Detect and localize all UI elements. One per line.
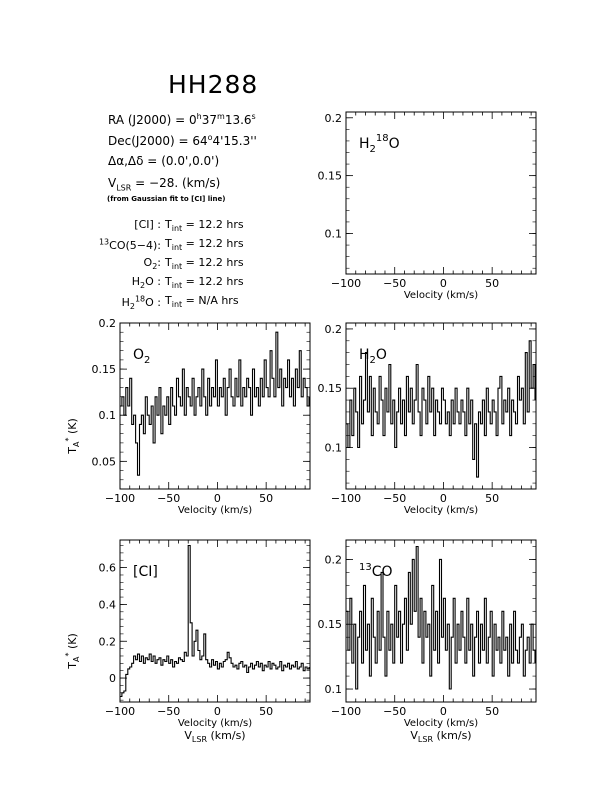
x-tick-label: −50 (383, 492, 406, 505)
line-label: O2 (133, 347, 150, 366)
integration-line-label: [CI] : (134, 218, 161, 231)
line-label: H2O (359, 347, 387, 366)
x-tick-label: −50 (383, 277, 406, 290)
x-axis-label: Velocity (km/s) (404, 505, 478, 516)
offset-label: Δα,Δδ = (108, 154, 158, 168)
x-tick-label: −100 (105, 492, 135, 505)
x-tick-label: 0 (214, 492, 221, 505)
dec-label: Dec(J2000) = (108, 134, 189, 148)
plot-frame (119, 539, 311, 703)
y-tick-label: 0.05 (92, 455, 117, 468)
integration-value: Tint = 12.2 hrs (165, 275, 244, 291)
ra-line: RA (J2000) = 0h37m13.6s (108, 112, 256, 127)
vlsr-line: VLSR = −28. (km/s) (108, 176, 220, 192)
y-tick-label: 0.15 (318, 382, 343, 395)
x-tick-label: 0 (440, 277, 447, 290)
integration-row: O2: (144, 256, 161, 271)
integration-row: H2O : (132, 275, 161, 290)
y-tick-label: 0.15 (92, 363, 117, 376)
x-tick-label: 0 (440, 705, 447, 718)
spectrum-line (346, 545, 536, 690)
x-tick-label: −100 (105, 705, 135, 718)
x-tick-label: 50 (485, 705, 499, 718)
x-tick-label: 50 (485, 492, 499, 505)
integration-row: 13CO(5−4): (99, 237, 161, 252)
x-tick-label: −50 (157, 705, 180, 718)
y-tick-label: 0.15 (318, 618, 343, 631)
y-tick-label: 0.1 (99, 409, 117, 422)
y-tick-label: 0.2 (325, 112, 343, 125)
y-tick-label: 0.2 (99, 317, 117, 330)
vlsr-value: = −28. (km/s) (135, 176, 221, 190)
y-tick-label: 0.4 (99, 598, 117, 611)
vlsr-sub: LSR (116, 183, 132, 193)
x-tick-label: −50 (157, 492, 180, 505)
x-tick-label: −100 (331, 705, 361, 718)
spectrum-line (120, 331, 310, 476)
x-tick-label: −50 (383, 705, 406, 718)
integration-value: Tint = N/A hrs (165, 294, 239, 310)
y-tick-label: 0.1 (325, 228, 343, 241)
vlsr-note: (from Gaussian fit to [CI] line) (107, 195, 226, 203)
dec-rest: 4'15.3'' (212, 134, 257, 148)
x-tick-label: −100 (331, 492, 361, 505)
y-tick-label: 0.15 (318, 170, 343, 183)
y-tick-label: 0 (109, 672, 116, 685)
line-label: 13CO (359, 562, 393, 580)
y-tick-label: 0.2 (325, 323, 343, 336)
x-tick-label: 50 (485, 277, 499, 290)
plot-frame (345, 111, 537, 275)
x-axis-label: Velocity (km/s) (178, 505, 252, 516)
integration-value: Tint = 12.2 hrs (165, 237, 244, 253)
integration-value: Tint = 12.2 hrs (165, 256, 244, 272)
ra-minutes: 37 (201, 113, 218, 127)
ra-hours: 0 (189, 113, 197, 127)
x-tick-label: 50 (259, 705, 273, 718)
plot-frame (345, 539, 537, 703)
integration-line-label: H218O : (121, 294, 161, 311)
x-axis-label: Velocity (km/s) (404, 290, 478, 301)
y-tick-label: 0.2 (99, 635, 117, 648)
dec-line: Dec(J2000) = 64o4'15.3'' (108, 133, 257, 148)
line-label: H218O (359, 133, 400, 155)
y-axis-label: TA* (K) (64, 418, 81, 455)
integration-value: Tint = 12.2 hrs (165, 218, 244, 234)
integration-row: H218O : (122, 294, 161, 311)
integration-line-label: H2O : (131, 275, 161, 291)
x-axis-label-vlsr: VLSR (km/s) (410, 729, 471, 744)
x-tick-label: 0 (440, 492, 447, 505)
line-label: [CI] (133, 564, 158, 580)
y-tick-label: 0.1 (325, 442, 343, 455)
y-tick-label: 0.6 (99, 562, 117, 575)
y-tick-label: 0.1 (325, 683, 343, 696)
x-tick-label: 50 (259, 492, 273, 505)
integration-row: [CI] : (134, 218, 161, 231)
x-tick-label: −100 (331, 277, 361, 290)
x-axis-label-vlsr: VLSR (km/s) (184, 729, 245, 744)
ra-seconds: 13.6 (224, 113, 252, 127)
offset-line: Δα,Δδ = (0.0',0.0') (108, 154, 219, 168)
vlsr-label: V (108, 176, 117, 190)
figure-title: HH288 (168, 70, 259, 99)
x-tick-label: 0 (214, 705, 221, 718)
x-axis-label: Velocity (km/s) (178, 718, 252, 729)
integration-line-label: O2: (143, 256, 161, 272)
integration-line-label: 13CO(5−4): (98, 237, 161, 252)
y-tick-label: 0.2 (325, 553, 343, 566)
y-axis-label: TA* (K) (64, 633, 81, 670)
offset-value: (0.0',0.0') (161, 154, 220, 168)
spectrum-line (346, 340, 536, 478)
ra-label: RA (J2000) = (108, 113, 186, 127)
spectrum-line (120, 544, 310, 698)
plot-frame (345, 322, 537, 490)
dec-degrees: 64 (192, 134, 208, 148)
x-axis-label: Velocity (km/s) (404, 718, 478, 729)
